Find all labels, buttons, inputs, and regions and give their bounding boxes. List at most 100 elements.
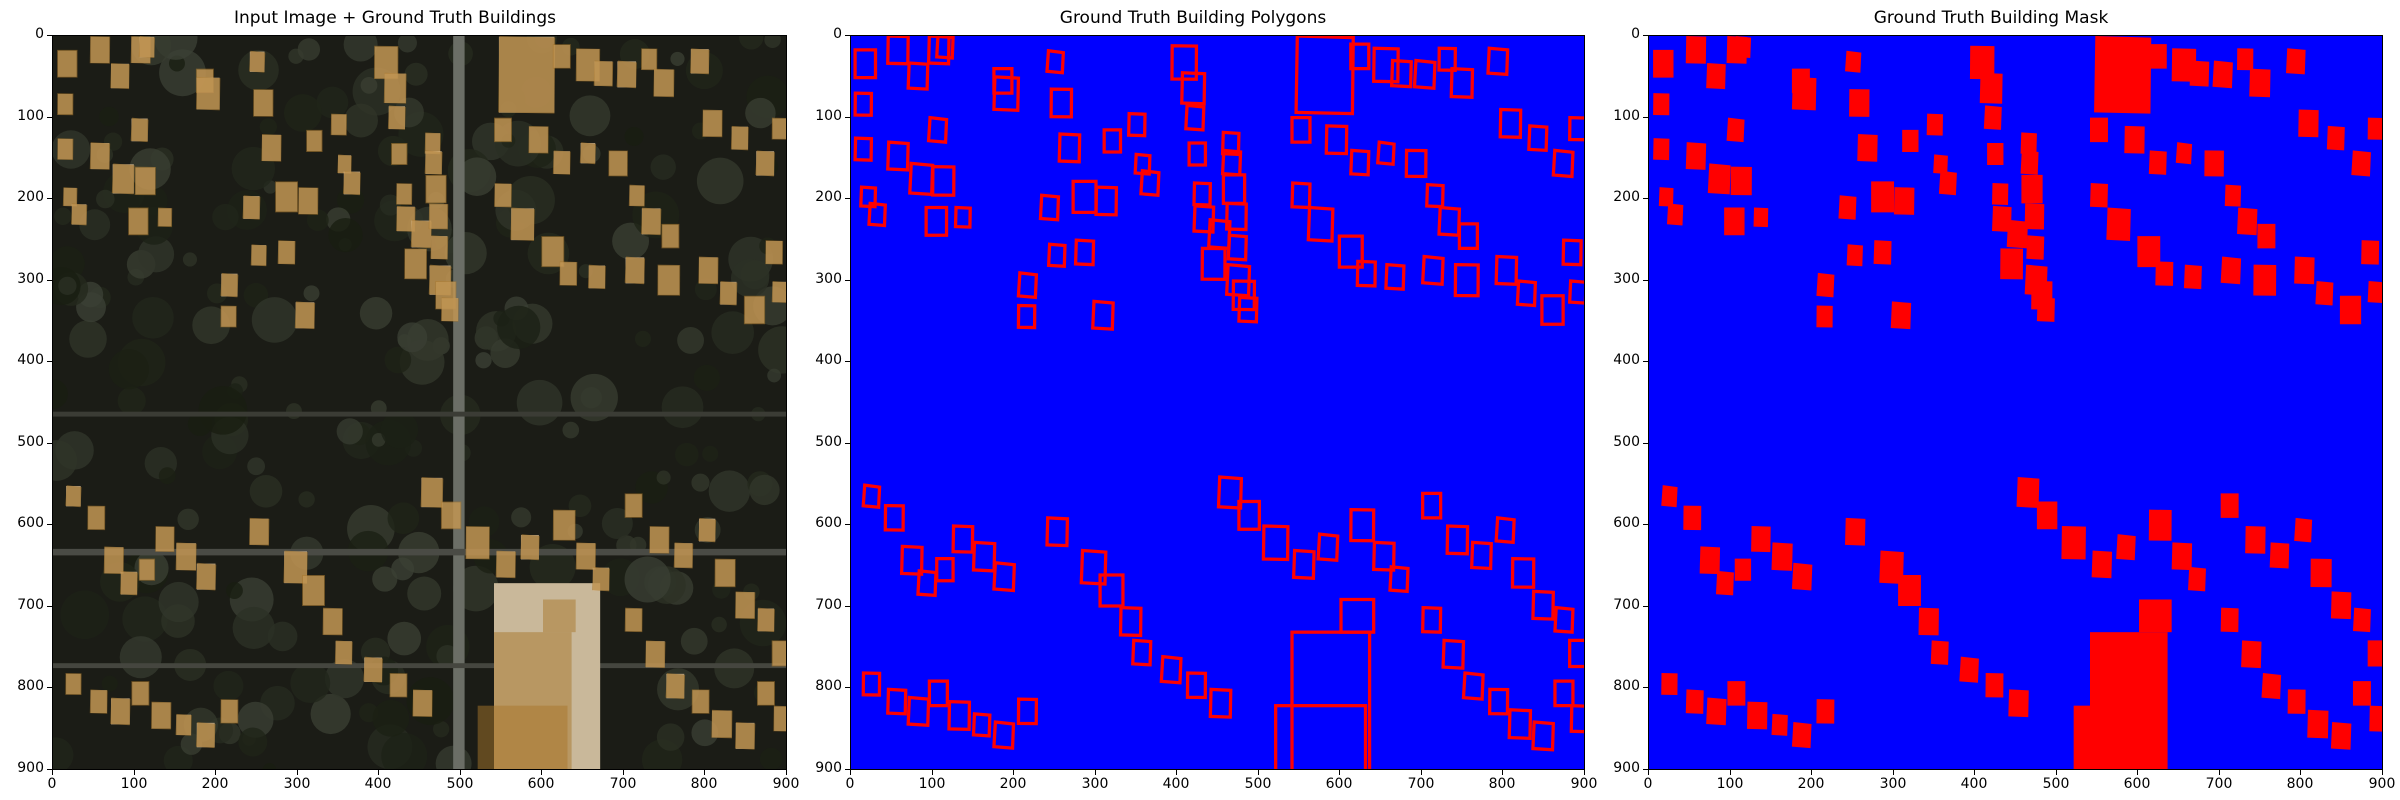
tree-canopy	[397, 322, 428, 353]
building-polygon	[1016, 271, 1039, 300]
building-polygon	[1237, 295, 1259, 324]
building-mask	[1898, 575, 1921, 607]
building-overlay	[128, 207, 149, 236]
building-overlay	[714, 558, 736, 588]
x-tick-mark	[2137, 770, 2138, 775]
tree-canopy	[387, 621, 422, 656]
building-mask	[1959, 656, 1979, 683]
building-polygon	[1371, 540, 1396, 572]
building-polygon	[861, 483, 882, 510]
building-polygon	[1180, 71, 1207, 106]
y-tick-mark	[1643, 361, 1648, 362]
building-polygon	[1016, 303, 1037, 330]
tree-canopy	[380, 410, 419, 449]
tree-canopy	[238, 727, 268, 757]
x-tick-mark	[1421, 770, 1422, 775]
building-mask	[1871, 181, 1894, 213]
building-mask	[2294, 256, 2315, 285]
building-polygon	[1437, 205, 1462, 238]
building-mask	[1791, 722, 1812, 749]
building-polygon	[1372, 46, 1400, 84]
building-polygon	[886, 140, 910, 172]
building-mask	[1902, 129, 1919, 152]
y-tick-label: 100	[17, 108, 44, 124]
tree-canopy	[226, 582, 243, 599]
building-mask	[1816, 305, 1833, 328]
building-overlay	[65, 673, 82, 696]
building-mask	[2249, 68, 2271, 98]
building-mask	[1658, 187, 1674, 207]
y-tick-label: 400	[1613, 352, 1640, 368]
building-polygon	[1421, 491, 1443, 520]
tree-canopy	[624, 556, 671, 603]
tree-canopy	[251, 297, 298, 343]
building-polygon	[1274, 704, 1368, 769]
building-mask	[1653, 49, 1674, 78]
tree-canopy	[656, 470, 671, 485]
building-overlay	[302, 575, 325, 607]
building-polygon	[906, 61, 930, 91]
tree-canopy	[767, 368, 781, 383]
building-mask	[2220, 607, 2239, 633]
tree-canopy	[344, 103, 378, 138]
building-mask	[1706, 697, 1727, 726]
building-polygon	[1187, 141, 1208, 167]
building-polygon	[992, 720, 1016, 750]
building-mask	[2008, 689, 2029, 718]
building-overlay	[552, 509, 576, 541]
y-tick-mark	[845, 443, 850, 444]
building-overlay	[541, 236, 565, 268]
building-overlay	[65, 485, 82, 508]
building-polygon	[1388, 565, 1410, 594]
building-overlay	[330, 113, 347, 136]
y-tick-mark	[1643, 443, 1648, 444]
building-polygon	[1487, 687, 1510, 716]
aerial-photo	[53, 36, 786, 769]
building-mask	[1707, 163, 1731, 195]
building-mask	[2073, 705, 2164, 769]
building-overlay	[220, 699, 239, 724]
x-tick-label: 400	[1162, 776, 1190, 792]
building-mask	[2352, 681, 2371, 706]
tree-canopy	[54, 207, 72, 226]
building-mask	[2339, 295, 2362, 325]
building-overlay	[389, 673, 408, 698]
y-tick-label: 100	[815, 108, 842, 124]
building-mask	[2016, 477, 2040, 509]
building-mask	[2006, 219, 2028, 249]
building-polygon	[971, 712, 992, 738]
tree-canopy	[397, 36, 417, 53]
building-polygon	[1507, 708, 1533, 741]
building-overlay	[698, 517, 717, 543]
building-polygon	[1349, 508, 1376, 543]
building-overlay	[616, 60, 637, 89]
building-overlay	[130, 117, 149, 143]
building-overlay	[711, 709, 733, 739]
building-overlay	[730, 125, 749, 151]
x-tick-label: 100	[1716, 776, 1744, 792]
tree-canopy	[387, 502, 420, 535]
x-tick-mark	[1730, 770, 1731, 775]
tree-canopy	[407, 576, 442, 611]
tree-canopy	[137, 236, 175, 273]
building-mask	[2367, 640, 2382, 667]
building-mask	[2036, 501, 2058, 530]
building-polygon	[1133, 152, 1152, 176]
building-overlay	[691, 689, 710, 714]
building-overlay	[771, 640, 786, 667]
building-mask	[1969, 45, 1995, 80]
building-polygon	[1494, 254, 1519, 286]
y-tick-label: 900	[815, 760, 842, 776]
building-mask	[2189, 60, 2210, 87]
building-overlay	[771, 117, 786, 140]
building-polygon	[1016, 697, 1039, 726]
y-tick-label: 0	[35, 26, 44, 42]
building-overlay	[57, 49, 78, 78]
x-tick-mark	[2382, 770, 2383, 775]
building-polygon	[1568, 116, 1584, 142]
building-overlay	[734, 722, 756, 750]
tree-canopy	[249, 474, 283, 508]
building-polygon	[1349, 42, 1371, 71]
x-tick-mark	[2300, 770, 2301, 775]
tree-canopy	[316, 86, 349, 119]
